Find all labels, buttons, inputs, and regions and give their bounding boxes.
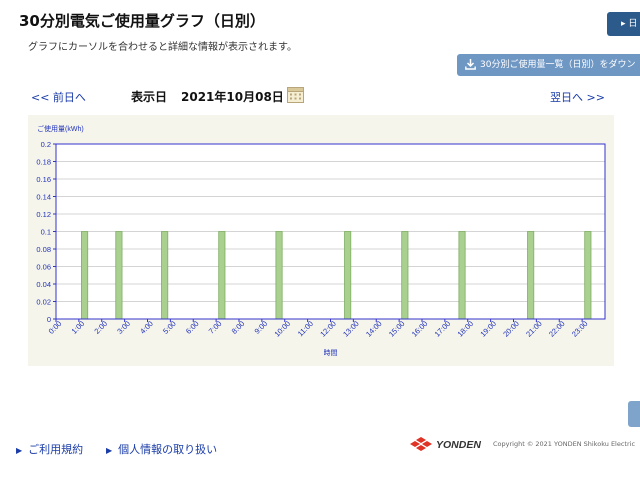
svg-text:YONDEN: YONDEN — [436, 439, 481, 451]
download-csv-label: 30分別ご使用量一覧（日別）をダウン — [480, 60, 636, 70]
usage-bar — [275, 231, 283, 320]
download-csv-button[interactable]: 30分別ご使用量一覧（日別）をダウン — [457, 54, 640, 76]
x-tick-label: 3:00 — [115, 319, 132, 336]
y-tick-label: 0.06 — [36, 263, 51, 272]
y-tick-label: 0.1 — [41, 228, 51, 237]
x-tick-label: 2:00 — [92, 319, 109, 336]
y-tick-label: 0.2 — [41, 140, 51, 149]
x-tick-label: 15:00 — [387, 319, 407, 339]
yonden-logo: YONDEN — [410, 437, 481, 451]
x-tick-label: 21:00 — [524, 319, 544, 339]
usage-bar — [458, 231, 466, 320]
y-tick-label: 0 — [47, 315, 51, 324]
usage-bar — [115, 231, 123, 320]
terms-arrow-icon: ▶ — [16, 446, 23, 455]
privacy-link-label: 個人情報の取り扱い — [118, 443, 218, 456]
x-tick-label: 12:00 — [318, 319, 338, 339]
usage-bar — [81, 231, 89, 320]
usage-bar — [218, 231, 226, 320]
terms-link[interactable]: ▶ ご利用規約 — [16, 441, 83, 457]
x-tick-label: 16:00 — [410, 319, 430, 339]
x-tick-label: 13:00 — [341, 319, 361, 339]
y-tick-label: 0.14 — [36, 193, 51, 202]
x-tick-label: 14:00 — [364, 319, 384, 339]
y-tick-label: 0.08 — [36, 245, 51, 254]
download-icon — [465, 59, 476, 70]
x-tick-label: 17:00 — [433, 319, 453, 339]
usage-bar — [584, 231, 592, 320]
y-tick-label: 0.12 — [36, 210, 51, 219]
x-tick-label: 11:00 — [296, 319, 315, 338]
x-tick-label: 9:00 — [253, 319, 270, 336]
usage-bar — [527, 231, 535, 320]
x-axis-label: 時間 — [324, 349, 338, 357]
x-tick-label: 19:00 — [478, 319, 498, 339]
usage-bar — [401, 231, 409, 320]
page-subtitle: グラフにカーソルを合わせると詳細な情報が表示されます。 — [28, 42, 297, 53]
x-tick-label: 22:00 — [547, 319, 567, 339]
y-axis-label: ご使用量(kWh) — [37, 124, 84, 133]
privacy-arrow-icon: ▶ — [106, 446, 113, 455]
usage-chart-panel: 0 0.02 0.04 0.06 0.08 0.1 0.12 0.14 0.16 0.18 0.2 0… — [28, 115, 614, 366]
next-day-link[interactable]: 翌日へ >> — [550, 91, 605, 104]
x-tick-label: 8:00 — [230, 319, 247, 336]
x-tick-label: 20:00 — [501, 319, 521, 339]
terms-link-label: ご利用規約 — [28, 443, 84, 456]
page-title: 30分別電気ご使用量グラフ（日別） — [19, 12, 265, 30]
y-tick-label: 0.02 — [36, 298, 51, 307]
usage-bar — [344, 231, 352, 320]
usage-bar — [161, 231, 169, 320]
copyright-text: Copyright © 2021 YONDEN Shikoku Electric — [493, 440, 636, 448]
daily-view-button-label: ▸ 日 — [621, 19, 638, 29]
display-date-label: 表示日 — [131, 90, 168, 104]
privacy-link[interactable]: ▶ 個人情報の取り扱い — [106, 441, 217, 457]
display-date-value: 2021年10月08日 — [181, 90, 284, 104]
y-tick-label: 0.18 — [36, 158, 51, 167]
y-tick-label: 0.16 — [36, 175, 51, 184]
page-top-tab[interactable] — [628, 401, 640, 427]
x-tick-label: 5:00 — [161, 319, 178, 336]
prev-day-link[interactable]: << 前日へ — [31, 91, 86, 104]
x-tick-label: 23:00 — [570, 319, 590, 339]
y-tick-label: 0.04 — [36, 280, 51, 289]
usage-bar-chart: 00.020.040.060.080.10.120.140.160.180.20… — [36, 124, 606, 357]
calendar-icon[interactable] — [287, 86, 304, 103]
x-tick-label: 1:00 — [70, 319, 87, 336]
x-tick-label: 7:00 — [207, 319, 224, 336]
daily-view-button[interactable]: ▸ 日 — [607, 12, 640, 36]
x-tick-label: 18:00 — [456, 319, 476, 339]
x-tick-label: 4:00 — [138, 319, 155, 336]
x-tick-label: 6:00 — [184, 319, 201, 336]
x-tick-label: 10:00 — [273, 319, 293, 339]
